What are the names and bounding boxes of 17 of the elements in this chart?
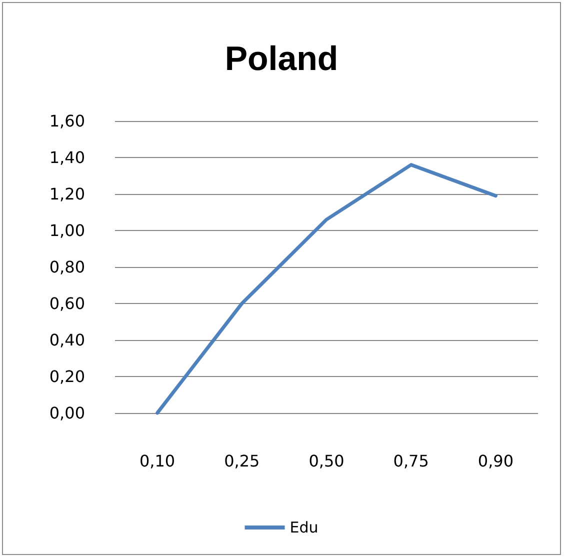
legend-label: Edu (290, 518, 318, 536)
y-tick-label: 1,40 (49, 148, 85, 167)
x-tick-label: 0,75 (393, 452, 429, 470)
y-tick-label: 0,80 (49, 258, 85, 276)
chart-title: Poland (224, 40, 338, 78)
y-tick-label: 0,60 (49, 294, 85, 313)
line-series (156, 163, 498, 415)
x-tick-label: 0,90 (478, 452, 514, 470)
y-tick-label: 0,20 (49, 367, 85, 386)
x-tick-label: 0,10 (139, 452, 176, 470)
y-tick-label: 1,20 (49, 184, 85, 204)
y-tick-label: 1,60 (49, 112, 85, 130)
y-tick-label: 0,00 (49, 404, 85, 422)
x-tick-label: 0,50 (308, 452, 344, 470)
y-tick-label: 0,40 (49, 330, 85, 350)
y-tick-label: 1,00 (49, 221, 85, 240)
x-tick-label: 0,25 (224, 452, 260, 470)
